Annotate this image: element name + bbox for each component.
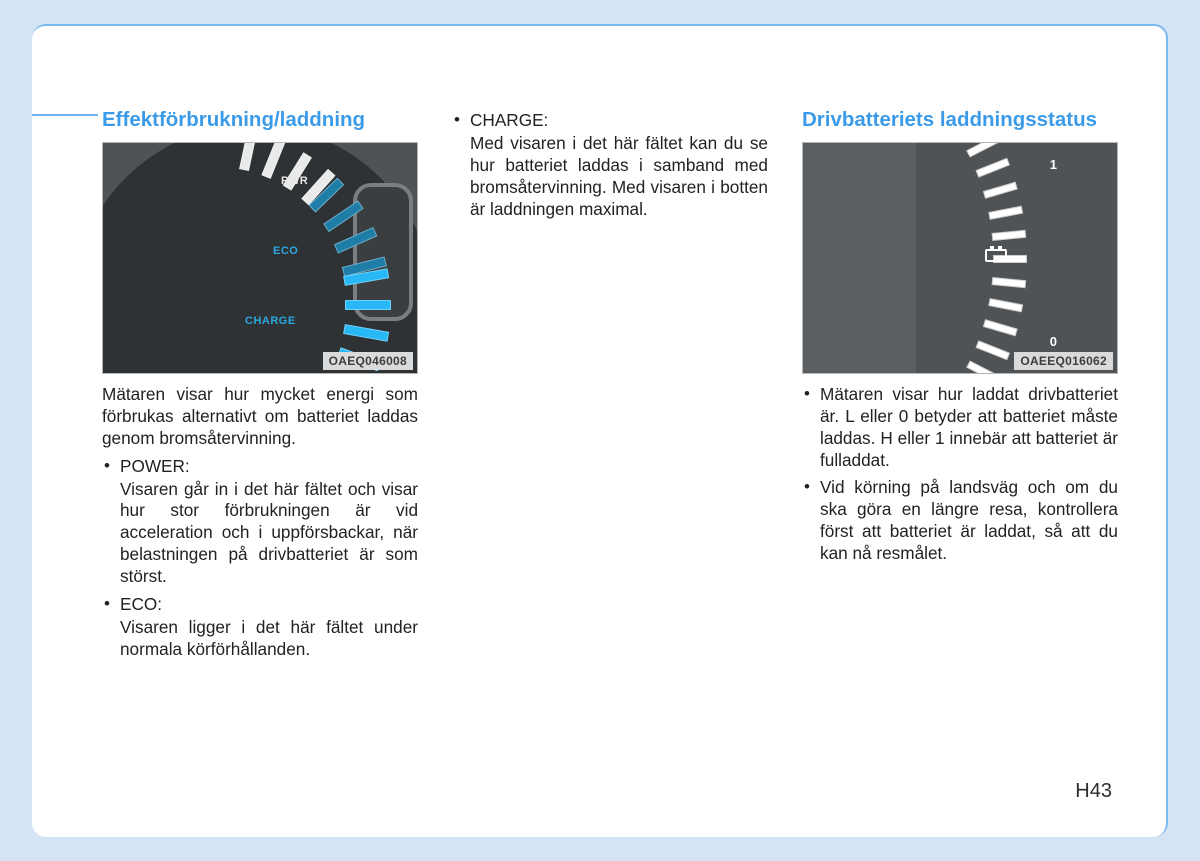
soc-tick <box>983 181 1018 198</box>
item-body: Med visaren i det här fältet kan du se h… <box>470 133 768 220</box>
col3-heading: Drivbatteriets laddningsstatus <box>802 108 1118 132</box>
list-item: Mätaren visar hur laddat drivbatteriet ä… <box>802 384 1118 471</box>
item-title: ECO: <box>120 594 418 615</box>
soc-tick <box>975 340 1010 360</box>
header-rule <box>32 114 98 116</box>
item-body: Visaren ligger i det här fältet under no… <box>120 617 418 661</box>
item-body: Visaren går in i det här fältet och visa… <box>120 479 418 588</box>
gauge-label-pwr: PWR <box>281 175 308 187</box>
figure-id-2: OAEEQ016062 <box>1014 352 1113 370</box>
list-item: Vid körning på landsväg och om du ska gö… <box>802 477 1118 564</box>
list-item: POWER: Visaren går in i det här fältet o… <box>102 456 418 588</box>
gauge-label-eco: ECO <box>273 245 298 257</box>
soc-tick <box>975 158 1010 178</box>
col1-intro: Mätaren visar hur mycket energi som förb… <box>102 384 418 450</box>
column-3: Drivbatteriets laddningsstatus 1 0 OAEEQ… <box>802 108 1118 666</box>
list-item: CHARGE: Med visaren i det här fältet kan… <box>452 110 768 220</box>
soc-label-bottom: 0 <box>1050 334 1057 349</box>
soc-tick <box>966 142 1000 158</box>
figure-soc-gauge: 1 0 OAEEQ016062 <box>802 142 1118 374</box>
item-body: Mätaren visar hur laddat drivbatteriet ä… <box>820 384 1118 471</box>
col3-list: Mätaren visar hur laddat drivbatteriet ä… <box>802 384 1118 565</box>
col2-list: CHARGE: Med visaren i det här fältet kan… <box>452 110 768 220</box>
gauge-segment <box>345 300 391 310</box>
soc-tick <box>988 205 1023 219</box>
soc-left-panel <box>803 143 916 373</box>
soc-tick <box>992 230 1027 241</box>
page-number: H43 <box>1075 780 1112 803</box>
figure-power-gauge: PWR ECO CHARGE OAEQ046008 <box>102 142 418 374</box>
soc-label-top: 1 <box>1050 157 1057 172</box>
item-title: POWER: <box>120 456 418 477</box>
column-2: CHARGE: Med visaren i det här fältet kan… <box>452 108 768 666</box>
figure-id-1: OAEQ046008 <box>323 352 413 370</box>
gauge-label-charge: CHARGE <box>245 315 296 327</box>
soc-tick <box>983 320 1018 337</box>
column-1: Effektförbrukning/laddning PWR ECO CHARG… <box>102 108 418 666</box>
soc-tick <box>988 298 1023 312</box>
list-item: ECO: Visaren ligger i det här fältet und… <box>102 594 418 661</box>
battery-icon <box>985 249 1007 262</box>
soc-tick <box>966 360 1000 374</box>
soc-tick <box>992 277 1027 288</box>
item-title: CHARGE: <box>470 110 768 131</box>
item-body: Vid körning på landsväg och om du ska gö… <box>820 477 1118 564</box>
manual-page: Effektförbrukning/laddning PWR ECO CHARG… <box>32 24 1168 837</box>
col1-heading: Effektförbrukning/laddning <box>102 108 418 132</box>
col1-list: POWER: Visaren går in i det här fältet o… <box>102 456 418 661</box>
column-container: Effektförbrukning/laddning PWR ECO CHARG… <box>102 108 1118 666</box>
